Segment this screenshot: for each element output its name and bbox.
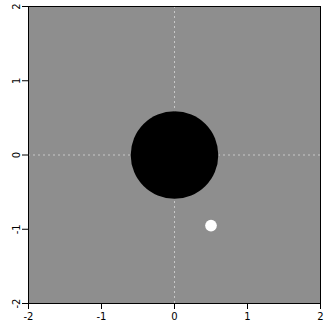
svg-text:1: 1 [244,311,250,322]
svg-text:1: 1 [11,78,22,84]
svg-text:-1: -1 [11,224,22,234]
svg-text:-2: -2 [24,311,34,322]
svg-text:2: 2 [317,311,323,322]
svg-text:0: 0 [171,311,177,322]
svg-text:-1: -1 [97,311,107,322]
svg-text:-2: -2 [11,299,22,309]
svg-text:2: 2 [11,3,22,9]
svg-text:0: 0 [11,152,22,158]
